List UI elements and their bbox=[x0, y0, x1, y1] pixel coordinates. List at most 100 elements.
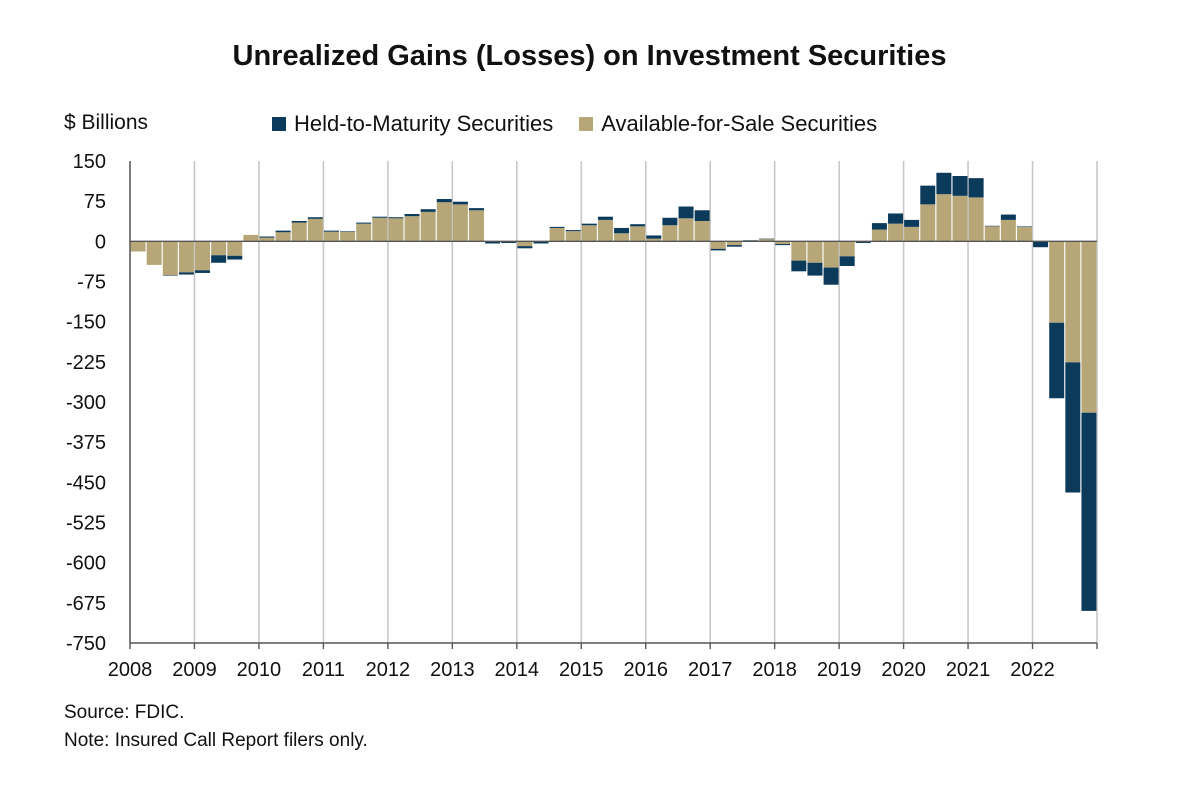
bar-afs bbox=[1081, 241, 1097, 413]
bar-htm bbox=[630, 224, 646, 227]
bar-htm bbox=[597, 216, 613, 220]
bar-htm bbox=[211, 255, 227, 263]
legend-swatch-afs bbox=[579, 117, 594, 131]
bar-htm bbox=[259, 236, 275, 238]
bar-htm bbox=[726, 245, 742, 247]
bar-afs bbox=[469, 210, 485, 242]
bar-htm bbox=[195, 270, 211, 273]
bar-htm bbox=[678, 206, 694, 219]
bar-afs bbox=[404, 216, 420, 242]
bar-htm bbox=[307, 217, 323, 219]
x-tick-label: 2010 bbox=[237, 659, 282, 681]
bar-afs bbox=[952, 195, 968, 242]
bar-afs bbox=[1016, 226, 1032, 242]
bar-afs bbox=[356, 223, 372, 242]
x-tick-label: 2011 bbox=[302, 659, 345, 681]
bar-chart: 150 75 0 -75 -150 -225 -300 -375 -450 -525 -600 -67… bbox=[66, 151, 1098, 681]
x-tick-label: 2022 bbox=[1010, 659, 1055, 681]
bar-afs bbox=[452, 204, 468, 242]
bar-afs bbox=[1000, 219, 1016, 242]
bar-afs bbox=[275, 232, 291, 242]
bar-afs bbox=[823, 241, 839, 268]
bar-afs bbox=[791, 241, 807, 261]
bar-afs bbox=[581, 225, 597, 242]
y-tick-label: -225 bbox=[66, 352, 106, 374]
bar-htm bbox=[984, 225, 1000, 227]
bar-htm bbox=[759, 238, 775, 240]
bar-htm bbox=[839, 256, 855, 266]
bar-htm bbox=[614, 227, 630, 234]
bar-htm bbox=[1000, 214, 1016, 220]
y-tick-label: -525 bbox=[66, 513, 106, 535]
bar-htm bbox=[565, 230, 581, 232]
x-tick-label: 2009 bbox=[172, 659, 217, 681]
bar-afs bbox=[146, 241, 162, 265]
bar-htm bbox=[807, 262, 823, 276]
x-tick-label: 2014 bbox=[495, 659, 540, 681]
x-tick-label: 2020 bbox=[881, 659, 926, 681]
bar-afs bbox=[726, 241, 742, 246]
bar-htm bbox=[920, 185, 936, 205]
bar-afs bbox=[340, 231, 356, 242]
bar-htm bbox=[323, 230, 339, 232]
bar-htm bbox=[501, 241, 517, 243]
bar-afs bbox=[678, 218, 694, 242]
bar-htm bbox=[227, 255, 243, 260]
bar-afs bbox=[259, 237, 275, 242]
y-axis-unit-label: $ Billions bbox=[64, 111, 149, 134]
bar-htm bbox=[1065, 362, 1081, 493]
legend-item-htm: Held-to-Maturity Securities bbox=[272, 111, 553, 137]
bar-htm bbox=[646, 235, 662, 239]
bar-afs bbox=[839, 241, 855, 257]
bar-htm bbox=[694, 210, 710, 221]
y-tick-label: 75 bbox=[84, 191, 106, 213]
bar-afs bbox=[1049, 241, 1065, 323]
source-note: Source: FDIC. bbox=[64, 702, 185, 723]
bar-afs bbox=[130, 241, 146, 252]
bar-afs bbox=[807, 241, 823, 263]
y-tick-label: -150 bbox=[66, 312, 106, 334]
bar-afs bbox=[372, 217, 388, 242]
bar-htm bbox=[436, 199, 452, 203]
bar-htm bbox=[469, 208, 485, 211]
x-tick-label: 2019 bbox=[817, 659, 862, 681]
bar-htm bbox=[1049, 322, 1065, 399]
bar-htm bbox=[517, 246, 533, 249]
bar-htm bbox=[904, 219, 920, 227]
legend-label-afs: Available-for-Sale Securities bbox=[601, 111, 878, 136]
bar-afs bbox=[630, 226, 646, 242]
bar-afs bbox=[968, 197, 984, 242]
x-tick-label: 2012 bbox=[366, 659, 411, 681]
bar-htm bbox=[291, 220, 307, 223]
y-tick-label: -75 bbox=[77, 272, 106, 294]
bar-htm bbox=[372, 216, 388, 218]
y-tick-label: -675 bbox=[66, 593, 106, 615]
bar-afs bbox=[178, 241, 194, 273]
bar-htm bbox=[549, 226, 565, 228]
bar-afs bbox=[517, 241, 533, 247]
x-tick-label: 2017 bbox=[688, 659, 733, 681]
x-tick-label: 2021 bbox=[946, 659, 991, 681]
bar-htm bbox=[404, 214, 420, 217]
bar-afs bbox=[871, 229, 887, 242]
bar-afs bbox=[710, 241, 726, 249]
y-tick-label: 150 bbox=[73, 151, 106, 173]
x-tick-label: 2018 bbox=[752, 659, 797, 681]
bar-htm bbox=[340, 231, 356, 232]
bar-afs bbox=[565, 231, 581, 242]
bar-htm bbox=[178, 272, 194, 275]
x-tick-label: 2015 bbox=[559, 659, 604, 681]
bar-afs bbox=[936, 194, 952, 242]
bar-htm bbox=[775, 244, 791, 246]
bar-htm bbox=[533, 241, 549, 244]
bar-htm bbox=[968, 178, 984, 198]
bar-htm bbox=[275, 230, 291, 233]
bar-afs bbox=[388, 218, 404, 242]
bar-htm bbox=[485, 241, 501, 244]
x-tick-label: 2016 bbox=[623, 659, 668, 681]
bar-htm bbox=[742, 240, 758, 241]
bar-afs bbox=[211, 241, 227, 256]
legend-label-htm: Held-to-Maturity Securities bbox=[294, 111, 554, 136]
bar-afs bbox=[920, 204, 936, 242]
bar-afs bbox=[662, 225, 678, 242]
